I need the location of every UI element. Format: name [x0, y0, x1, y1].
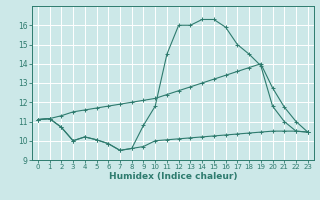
X-axis label: Humidex (Indice chaleur): Humidex (Indice chaleur): [108, 172, 237, 181]
